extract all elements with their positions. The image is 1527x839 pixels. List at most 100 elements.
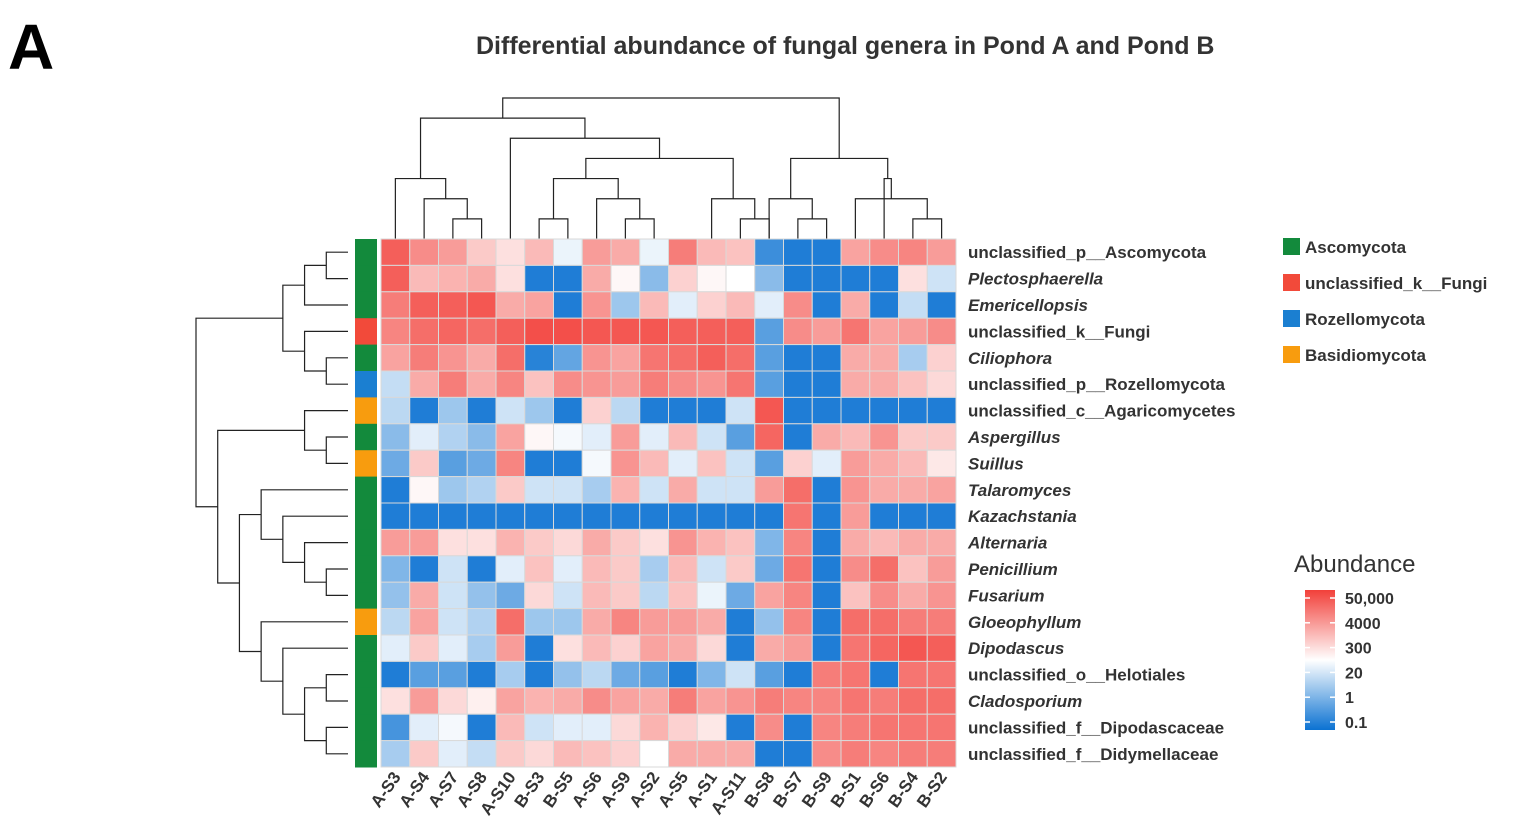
column-dendrogram-branch	[509, 137, 661, 239]
heatmap-cell	[495, 317, 526, 346]
phylum-annotation-cell	[355, 555, 377, 583]
heatmap-cell	[754, 687, 784, 715]
heatmap-cell	[610, 660, 641, 689]
heatmap-cell	[524, 713, 554, 742]
heatmap-cell	[610, 581, 641, 610]
heatmap-cell	[524, 396, 554, 425]
heatmap-cell	[783, 581, 813, 610]
phylum-legend: Ascomycota unclassified_k__Fungi Rozellomy…	[1283, 238, 1487, 365]
heatmap-cell	[639, 344, 669, 372]
column-dendrogram-branch	[419, 117, 586, 179]
heatmap-cell	[725, 740, 756, 768]
heatmap-cell	[409, 581, 439, 610]
heatmap-cell	[524, 740, 554, 768]
heatmap-cell	[668, 344, 698, 372]
column-dendrogram-branch	[883, 177, 892, 239]
phylum-annotation-cell	[355, 529, 377, 557]
heatmap-cell	[438, 713, 468, 742]
heatmap-cell	[926, 476, 957, 504]
heatmap-cell	[869, 238, 899, 266]
heatmap-cell	[495, 238, 526, 266]
heatmap-cell	[610, 344, 641, 372]
heatmap-cell	[898, 264, 928, 293]
heatmap-cell	[840, 476, 871, 504]
heatmap-cell	[811, 291, 842, 319]
row-dendrogram-branch	[260, 621, 348, 682]
column-dendrogram-branch	[394, 177, 447, 239]
heatmap-cell	[898, 740, 928, 768]
heatmap-cell	[639, 581, 669, 610]
heatmap-cell	[926, 317, 957, 346]
column-label: B-S9	[798, 768, 836, 811]
heatmap-cell	[840, 291, 871, 319]
row-dendrogram-branch	[260, 489, 348, 540]
heatmap-cell	[610, 423, 641, 451]
heatmap-cell	[438, 291, 468, 319]
heatmap-cell	[495, 713, 526, 742]
row-dendrogram-branch	[325, 251, 348, 280]
heatmap-cell	[553, 396, 583, 425]
heatmap-cell	[898, 449, 928, 478]
heatmap-cell	[524, 660, 554, 689]
heatmap-cell	[668, 396, 698, 425]
heatmap-cell	[639, 608, 669, 636]
heatmap-cell	[926, 555, 957, 583]
heatmap-cell	[783, 634, 813, 662]
heatmap-cell	[495, 555, 526, 583]
column-dendrogram-branch	[790, 157, 889, 199]
column-label: A-S7	[424, 768, 462, 811]
heatmap-cell	[380, 238, 411, 266]
heatmap-cell	[610, 528, 641, 557]
heatmap-cell	[466, 713, 497, 742]
heatmap-cell	[754, 370, 784, 398]
heatmap-cell	[524, 317, 554, 346]
heatmap-cell	[438, 740, 468, 768]
row-label: Suillus	[968, 454, 1024, 473]
heatmap-cell	[495, 264, 526, 293]
heatmap-cell	[754, 264, 784, 293]
colorbar-tick-label: 0.1	[1345, 715, 1367, 732]
heatmap-cell	[811, 238, 842, 266]
heatmap-cell	[696, 423, 727, 451]
heatmap-cell	[840, 634, 871, 662]
heatmap-cell	[610, 687, 641, 715]
heatmap-cell	[840, 396, 871, 425]
colorbar-title: Abundance	[1294, 551, 1415, 578]
heatmap-cell	[898, 687, 928, 715]
heatmap-cell	[438, 687, 468, 715]
phylum-annotation-cell	[355, 239, 377, 266]
heatmap-cell	[380, 740, 411, 768]
column-label: A-S9	[597, 768, 635, 811]
heatmap-cell	[553, 344, 583, 372]
row-label: Cladosporium	[968, 692, 1082, 711]
heatmap-cell	[725, 608, 756, 636]
heatmap-cell	[696, 396, 727, 425]
heatmap-cell	[610, 608, 641, 636]
row-dendrogram	[195, 251, 348, 755]
heatmap-cell	[639, 396, 669, 425]
heatmap-cell	[639, 634, 669, 662]
heatmap-cell	[869, 581, 899, 610]
heatmap-cell	[668, 449, 698, 478]
heatmap-cell	[725, 370, 756, 398]
heatmap-cell	[898, 608, 928, 636]
column-dendrogram	[394, 97, 943, 239]
heatmap-cell	[495, 687, 526, 715]
heatmap-cell	[639, 317, 669, 346]
column-label: B-S3	[511, 768, 549, 811]
heatmap-cell	[553, 317, 583, 346]
heatmap-cell	[869, 396, 899, 425]
row-dendrogram-branch	[238, 513, 262, 653]
heatmap-cell	[438, 555, 468, 583]
heatmap-cell	[696, 660, 727, 689]
column-label: B-S5	[539, 768, 577, 811]
heatmap-cell	[926, 423, 957, 451]
heatmap-cell	[840, 528, 871, 557]
heatmap-cell	[639, 264, 669, 293]
heatmap-cell	[840, 581, 871, 610]
heatmap-cell	[581, 291, 612, 319]
colorbar-tick-label: 20	[1345, 665, 1363, 682]
column-label: B-S4	[884, 768, 922, 811]
row-labels: unclassified_p__Ascomycota Plectosphaerel…	[967, 243, 1235, 764]
heatmap-cell	[783, 291, 813, 319]
